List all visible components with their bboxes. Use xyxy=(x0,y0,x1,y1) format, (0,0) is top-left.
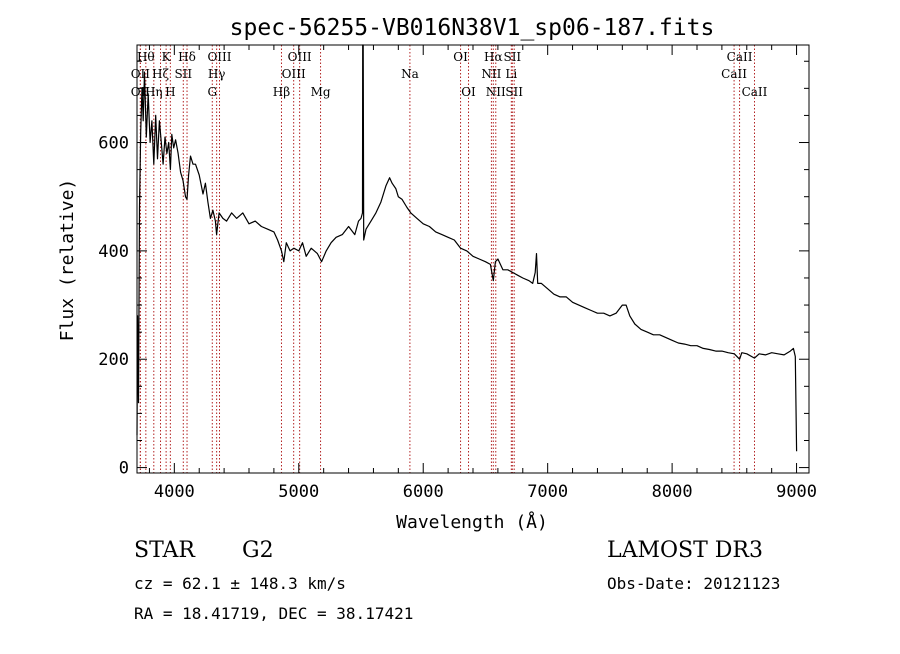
plot-frame xyxy=(136,44,810,474)
coordinates: RA = 18.41719, DEC = 38.17421 xyxy=(134,604,414,623)
line-label: NII xyxy=(486,85,506,99)
line-label: Hβ xyxy=(273,85,290,99)
x-tick-label: 9000 xyxy=(776,482,817,502)
line-label: SII xyxy=(505,85,523,99)
line-label: Hζ xyxy=(152,67,169,81)
chart-title: spec-56255-VB016N38V1_sp06-187.fits xyxy=(230,15,715,41)
line-label: CaII xyxy=(727,50,753,64)
y-tick-label: 600 xyxy=(98,134,129,154)
x-tick-label: 7000 xyxy=(527,482,568,502)
line-label: Li xyxy=(505,67,517,81)
x-axis-label: Wavelength (Å) xyxy=(396,511,548,533)
line-label: SII xyxy=(174,67,192,81)
line-label: OI xyxy=(453,50,468,64)
y-axis-label: Flux (relative) xyxy=(57,179,78,342)
x-tick-label: 8000 xyxy=(652,482,693,502)
line-label: OIII xyxy=(288,50,312,64)
line-label: Hγ xyxy=(208,67,226,81)
y-axis-ticks: 0 200 400 600 xyxy=(98,60,809,479)
line-label: CaII xyxy=(742,85,768,99)
x-tick-label: 4000 xyxy=(154,482,195,502)
redshift-velocity: cz = 62.1 ± 148.3 km/s xyxy=(134,574,346,593)
object-subclass: G2 xyxy=(242,538,274,563)
line-label: Na xyxy=(401,67,419,81)
line-label: K xyxy=(162,50,172,64)
y-tick-label: 200 xyxy=(98,350,129,370)
line-label: Hθ xyxy=(137,50,155,64)
line-markers xyxy=(139,45,755,473)
line-label: H xyxy=(165,85,175,99)
x-tick-label: 6000 xyxy=(403,482,444,502)
line-label: OI xyxy=(461,85,476,99)
object-class: STAR xyxy=(134,538,195,563)
line-label: CaII xyxy=(721,67,747,81)
line-label: Hη xyxy=(145,85,163,99)
line-label: OII xyxy=(131,67,151,81)
x-tick-label: 5000 xyxy=(278,482,319,502)
line-label: G xyxy=(207,85,217,99)
x-axis-ticks: 4000 5000 6000 7000 8000 9000 xyxy=(148,45,817,502)
line-label: NII xyxy=(481,67,501,81)
line-label: Hα xyxy=(484,50,503,64)
line-label: OIII xyxy=(207,50,231,64)
y-tick-label: 0 xyxy=(119,459,129,479)
line-label: Hδ xyxy=(178,50,196,64)
line-label: OIII xyxy=(282,67,306,81)
spectrum-line xyxy=(136,44,798,452)
line-label: Mg xyxy=(311,85,331,99)
obs-date: Obs-Date: 20121123 xyxy=(607,574,781,593)
line-label: SII xyxy=(503,50,521,64)
line-labels: OIIOIIHθHηHζKHSIIHδHγGOIIIHβOIIIOIIIMgNa… xyxy=(131,50,768,99)
y-tick-label: 400 xyxy=(98,242,129,262)
survey-name: LAMOST DR3 xyxy=(607,538,763,563)
